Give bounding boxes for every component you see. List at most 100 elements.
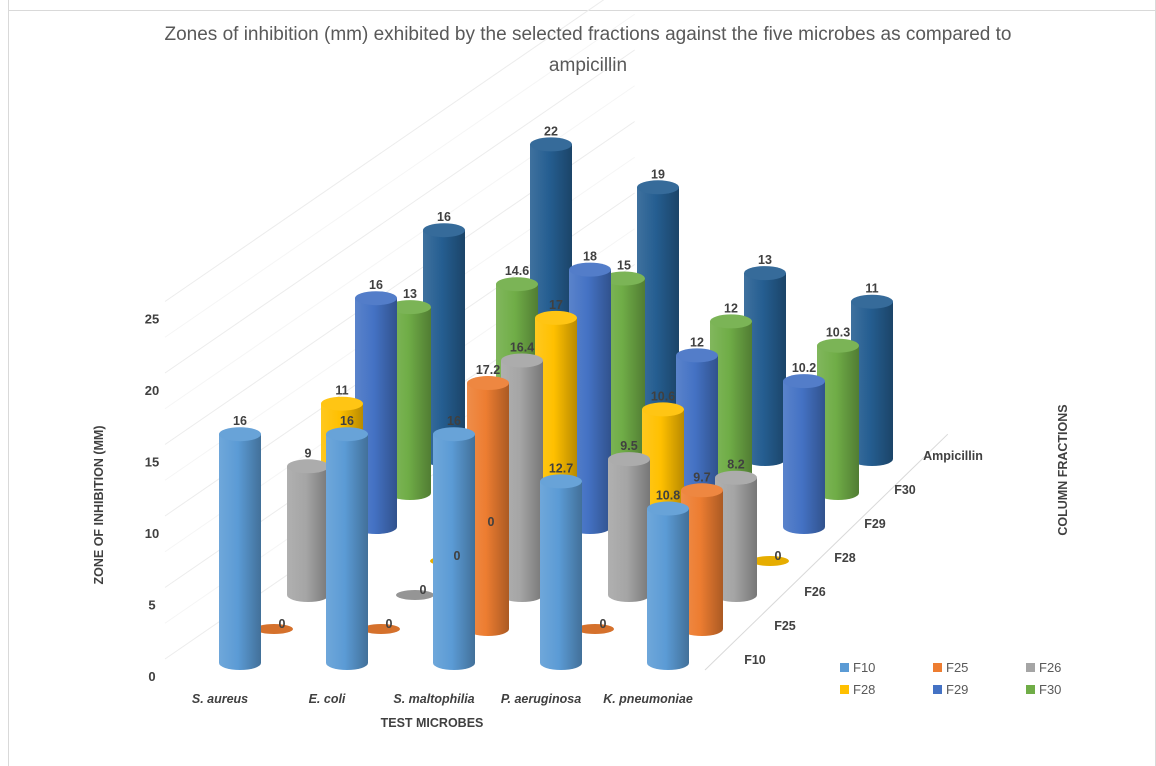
cylinder-body — [433, 434, 475, 670]
gridline-minor — [164, 13, 635, 338]
chart-floor — [704, 433, 949, 671]
data-label: 0 — [775, 549, 782, 563]
cylinder-top — [467, 376, 509, 391]
cylinder-body — [603, 278, 645, 500]
data-label: 16 — [437, 210, 451, 224]
cylinder-top — [715, 470, 757, 485]
data-label: 11 — [865, 282, 878, 296]
cylinder-f25-1 — [362, 624, 400, 634]
legend-swatch — [1026, 663, 1035, 672]
cylinder-top — [540, 474, 582, 489]
cylinder-top — [321, 396, 363, 411]
y-tick-label: 10 — [145, 526, 159, 541]
gridline — [164, 0, 605, 302]
frame-border-left — [8, 0, 9, 766]
legend: F10 F25 F26 F28 F29 F30 — [840, 660, 1061, 697]
data-label: 0 — [454, 549, 461, 563]
cylinder-f30-3 — [710, 314, 752, 500]
cylinder-body — [851, 301, 893, 466]
data-label: 18 — [583, 250, 597, 264]
y-tick-label: 0 — [148, 669, 155, 684]
data-label: 9.7 — [693, 470, 710, 484]
x-category-label: S. maltophilia — [393, 692, 474, 706]
data-label: 13 — [758, 253, 772, 267]
data-label: 16 — [447, 414, 461, 428]
y-tick-label: 25 — [145, 312, 159, 327]
cylinder-top — [637, 180, 679, 195]
cylinder-body — [287, 466, 329, 602]
data-label: 17.2 — [476, 363, 500, 377]
cylinder-body — [608, 459, 650, 602]
cylinder-top — [530, 137, 572, 152]
cylinder-top — [676, 348, 718, 363]
cylinder-body — [744, 273, 786, 466]
cylinders — [219, 137, 893, 670]
cylinder-top — [744, 266, 786, 281]
data-label: 8.2 — [727, 458, 744, 472]
depth-label: F26 — [804, 585, 826, 599]
cylinder-zero-disc — [396, 590, 434, 600]
cylinder-top — [710, 314, 752, 329]
cylinder-f26-0 — [287, 459, 329, 602]
cylinder-top — [326, 427, 368, 442]
cylinder-f30-0 — [389, 300, 431, 500]
y-tick-label: 5 — [148, 598, 155, 613]
data-label: 13 — [403, 287, 417, 301]
cylinder-f25-4 — [681, 483, 723, 636]
cylinder-ampicillin-3 — [744, 266, 786, 466]
depth-label: F29 — [864, 517, 886, 531]
x-category-label: S. aureus — [192, 692, 248, 706]
cylinder-body — [715, 477, 757, 602]
cylinder-top — [535, 310, 577, 325]
data-label: 10.2 — [792, 361, 816, 375]
data-label: 10.8 — [656, 489, 680, 503]
cylinder-zero-disc — [751, 556, 789, 566]
legend-label: F26 — [1039, 660, 1061, 675]
data-label: 10.3 — [826, 326, 850, 340]
chart-title-line-2: ampicillin — [549, 55, 627, 76]
cylinder-body — [389, 307, 431, 500]
data-label: 0 — [386, 617, 393, 631]
cylinder-f25-3 — [576, 624, 614, 634]
data-label: 9 — [305, 446, 312, 460]
cylinder-zero-disc — [362, 624, 400, 634]
cylinder-top — [287, 459, 329, 474]
data-labels: 16 22 19 13 11 13 14.6 15 12 10.3 16 0 18 12 10.2 11 0 17… — [233, 124, 879, 631]
cylinder-top — [817, 338, 859, 353]
cylinder-top — [355, 291, 397, 306]
depth-label: F25 — [774, 619, 796, 633]
cylinder-ampicillin-2 — [637, 180, 679, 466]
data-label: 16 — [233, 414, 247, 428]
cylinder-f26-3 — [608, 452, 650, 602]
legend-label: F30 — [1039, 682, 1061, 697]
data-label: 15 — [617, 259, 631, 273]
data-label: 16 — [369, 278, 383, 292]
cylinder-f26-1 — [396, 590, 434, 600]
data-label: 11 — [335, 384, 348, 398]
chart-title: Zones of inhibition (mm) exhibited by th… — [165, 24, 1012, 76]
cylinder-f25-2 — [467, 376, 509, 636]
cylinder-body — [540, 481, 582, 670]
cylinder-top — [783, 374, 825, 389]
x-category-label: K. pneumoniae — [603, 692, 693, 706]
data-label: 12.7 — [549, 461, 573, 475]
data-label: 0 — [488, 515, 495, 529]
cylinder-top — [647, 501, 689, 516]
cylinder-top — [496, 277, 538, 292]
cylinder-body — [423, 230, 465, 466]
y-tick-label: 20 — [145, 383, 159, 398]
data-label: 10.6 — [651, 389, 675, 403]
cylinder-body — [569, 269, 611, 534]
depth-label: F10 — [744, 653, 766, 667]
legend-swatch — [933, 663, 942, 672]
data-label: 19 — [651, 167, 665, 181]
data-label: 0 — [279, 617, 286, 631]
cylinder-zero-disc — [576, 624, 614, 634]
cylinder-f10-2 — [433, 427, 475, 670]
cylinder-top — [642, 402, 684, 417]
cylinder-top — [501, 353, 543, 368]
cylinder-body — [326, 434, 368, 670]
cylinder-body — [467, 383, 509, 636]
